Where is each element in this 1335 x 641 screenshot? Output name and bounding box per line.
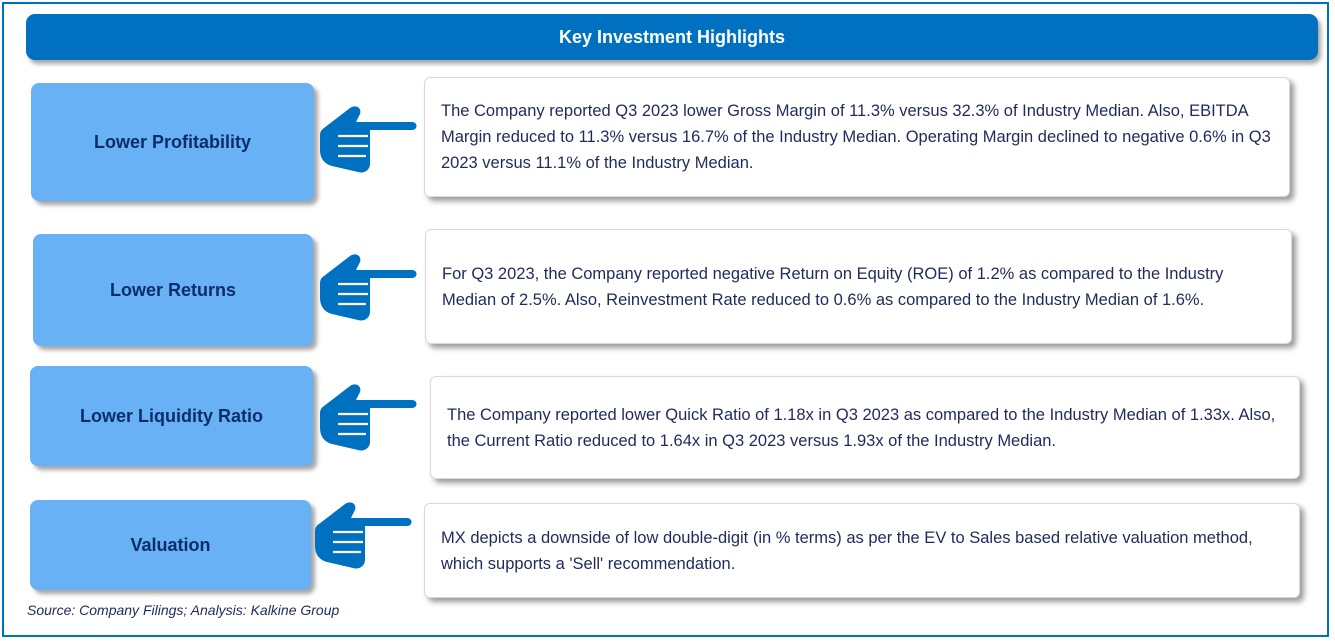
- page-title: Key Investment Highlights: [26, 14, 1318, 60]
- pointing-hand-icon: [320, 106, 417, 173]
- pointing-hand-icon: [320, 254, 417, 321]
- pointing-hand-icon: [315, 502, 412, 569]
- highlight-text-valuation: MX depicts a downside of low double-digi…: [424, 503, 1300, 598]
- highlight-text-returns: For Q3 2023, the Company reported negati…: [425, 229, 1292, 344]
- highlight-text-liquidity: The Company reported lower Quick Ratio o…: [430, 376, 1300, 479]
- pointing-hand-icon: [320, 384, 417, 451]
- source-note: Source: Company Filings; Analysis: Kalki…: [27, 602, 340, 618]
- highlight-text-profitability: The Company reported Q3 2023 lower Gross…: [424, 77, 1290, 197]
- highlight-label-valuation: Valuation: [30, 500, 311, 590]
- highlight-label-profitability: Lower Profitability: [31, 83, 314, 201]
- highlight-label-liquidity: Lower Liquidity Ratio: [30, 366, 313, 466]
- highlight-label-returns: Lower Returns: [33, 234, 313, 346]
